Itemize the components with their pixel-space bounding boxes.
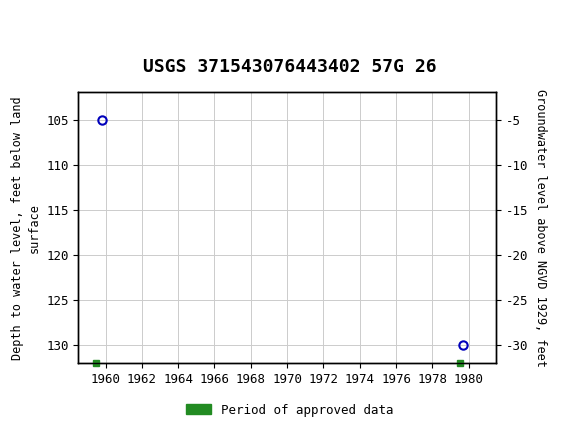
Legend: Period of approved data: Period of approved data <box>181 399 399 421</box>
Text: USGS: USGS <box>38 8 102 28</box>
Y-axis label: Groundwater level above NGVD 1929, feet: Groundwater level above NGVD 1929, feet <box>534 89 547 367</box>
Y-axis label: Depth to water level, feet below land
surface: Depth to water level, feet below land su… <box>10 96 41 360</box>
Text: USGS 371543076443402 57G 26: USGS 371543076443402 57G 26 <box>143 58 437 76</box>
